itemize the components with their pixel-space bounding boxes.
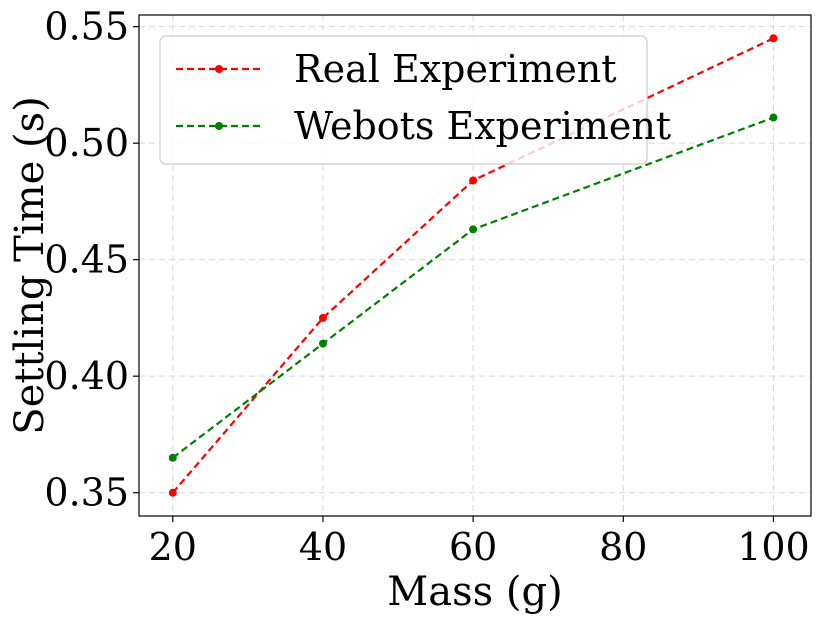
data-point-webots (769, 113, 778, 122)
x-tick-label: 80 (599, 525, 647, 569)
y-tick-label: 0.40 (44, 354, 129, 398)
data-point-real (769, 34, 778, 43)
x-tick-label: 40 (299, 525, 347, 569)
legend-frame (159, 35, 648, 165)
plot-area-frame (138, 14, 812, 517)
data-point-webots (168, 453, 177, 462)
legend-marker-real (215, 65, 223, 73)
data-point-real (318, 313, 327, 322)
data-point-real (168, 488, 177, 497)
legend-label-real: Real Experiment (294, 47, 617, 91)
legend-item-webots: Webots Experiment (176, 104, 671, 148)
data-point-webots (469, 225, 478, 234)
legend: Real Experiment Webots Experiment (159, 35, 671, 165)
legend-marker-webots (215, 122, 223, 130)
series-line-webots (172, 116, 774, 459)
x-axis-title: Mass (g) (387, 569, 562, 615)
series-webots (168, 113, 778, 462)
axis-ticks: 20 40 60 80 100 0.35 0.40 0.45 0.50 0.55 (44, 5, 809, 569)
y-tick-label: 0.35 (44, 471, 129, 515)
x-tick-label: 20 (149, 525, 197, 569)
x-tick-label: 100 (737, 525, 810, 569)
y-axis-title: Settling Time (s) (7, 96, 53, 434)
legend-item-real: Real Experiment (176, 47, 617, 91)
data-point-webots (318, 339, 327, 348)
legend-label-webots: Webots Experiment (294, 104, 671, 148)
y-tick-label: 0.45 (44, 238, 129, 282)
x-tick-label: 60 (449, 525, 497, 569)
data-point-real (469, 176, 478, 185)
y-tick-label: 0.55 (44, 5, 129, 49)
y-tick-label: 0.50 (44, 121, 129, 165)
